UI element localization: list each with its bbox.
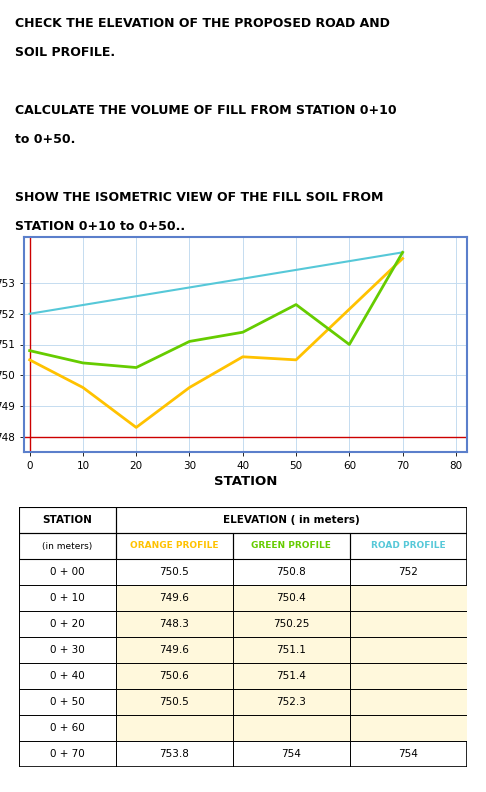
Text: 750.6: 750.6 [159,671,189,681]
Text: 749.6: 749.6 [159,645,189,655]
Bar [350,715,467,741]
Text: 750.5: 750.5 [159,567,189,577]
Text: 753.8: 753.8 [159,749,189,759]
Text: 752: 752 [398,567,418,577]
Text: 751.1: 751.1 [277,645,306,655]
Bar [116,689,233,715]
Text: 754: 754 [398,749,418,759]
Text: 750.25: 750.25 [273,619,310,629]
Bar [350,611,467,637]
Bar [233,689,350,715]
Bar [116,663,233,689]
Bar [19,689,116,715]
Text: 754: 754 [281,749,301,759]
Text: 749.6: 749.6 [159,593,189,603]
Text: 750.8: 750.8 [277,567,306,577]
Text: STATION: STATION [43,515,92,525]
Text: 751.4: 751.4 [277,671,306,681]
Text: 750.5: 750.5 [159,697,189,707]
Text: 0 + 40: 0 + 40 [50,671,85,681]
Bar [350,663,467,689]
Text: 750.4: 750.4 [277,593,306,603]
Text: 752.3: 752.3 [277,697,306,707]
Bar [116,507,467,533]
Bar [350,741,467,767]
Bar [233,715,350,741]
Bar [19,559,116,585]
Bar [350,611,467,637]
Bar [116,715,233,741]
Bar [116,559,233,585]
Text: SHOW THE ISOMETRIC VIEW OF THE FILL SOIL FROM: SHOW THE ISOMETRIC VIEW OF THE FILL SOIL… [15,191,383,204]
Text: 748.3: 748.3 [159,619,189,629]
Text: 0 + 70: 0 + 70 [50,749,85,759]
Text: CALCULATE THE VOLUME OF FILL FROM STATION 0+10: CALCULATE THE VOLUME OF FILL FROM STATIO… [15,104,396,117]
Bar [116,585,233,611]
Bar [233,585,350,611]
Bar [19,533,116,559]
Text: 0 + 10: 0 + 10 [50,593,85,603]
Bar [19,507,116,533]
Bar [19,715,116,741]
Bar [233,637,350,663]
Text: ROAD PROFILE: ROAD PROFILE [371,542,446,550]
Text: 0 + 50: 0 + 50 [50,697,85,707]
Bar [116,611,233,637]
Text: (in meters): (in meters) [42,542,93,550]
Bar [19,611,116,637]
Bar [350,689,467,715]
Text: SOIL PROFILE.: SOIL PROFILE. [15,46,115,59]
Bar [350,559,467,585]
Bar [116,533,233,559]
Bar [233,689,350,715]
Bar [233,533,350,559]
Bar [233,663,350,689]
Text: to 0+50.: to 0+50. [15,133,75,146]
Bar [233,663,350,689]
Bar [116,637,233,663]
Text: 0 + 00: 0 + 00 [50,567,85,577]
Text: STATION 0+10 to 0+50..: STATION 0+10 to 0+50.. [15,220,185,233]
Bar [19,741,116,767]
Text: ELEVATION ( in meters): ELEVATION ( in meters) [223,515,360,525]
Bar [19,637,116,663]
Text: ORANGE PROFILE: ORANGE PROFILE [130,542,218,550]
Text: CHECK THE ELEVATION OF THE PROPOSED ROAD AND: CHECK THE ELEVATION OF THE PROPOSED ROAD… [15,17,389,30]
Bar [350,533,467,559]
Bar [233,611,350,637]
Bar [350,585,467,611]
Bar [116,689,233,715]
Bar [350,637,467,663]
Bar [19,663,116,689]
Bar [233,585,350,611]
Text: GREEN PROFILE: GREEN PROFILE [251,542,331,550]
Bar [116,637,233,663]
Bar [116,715,233,741]
Text: 0 + 20: 0 + 20 [50,619,85,629]
Bar [233,637,350,663]
Bar [350,715,467,741]
Bar [350,663,467,689]
Bar [116,663,233,689]
Bar [116,585,233,611]
Bar [350,585,467,611]
X-axis label: STATION: STATION [214,475,277,488]
Bar [350,637,467,663]
Text: 0 + 30: 0 + 30 [50,645,85,655]
Bar [233,559,350,585]
Bar [233,741,350,767]
Bar [233,715,350,741]
Bar [19,585,116,611]
Bar [116,611,233,637]
Text: 0 + 60: 0 + 60 [50,723,85,733]
Bar [116,741,233,767]
Bar [233,611,350,637]
Bar [350,689,467,715]
